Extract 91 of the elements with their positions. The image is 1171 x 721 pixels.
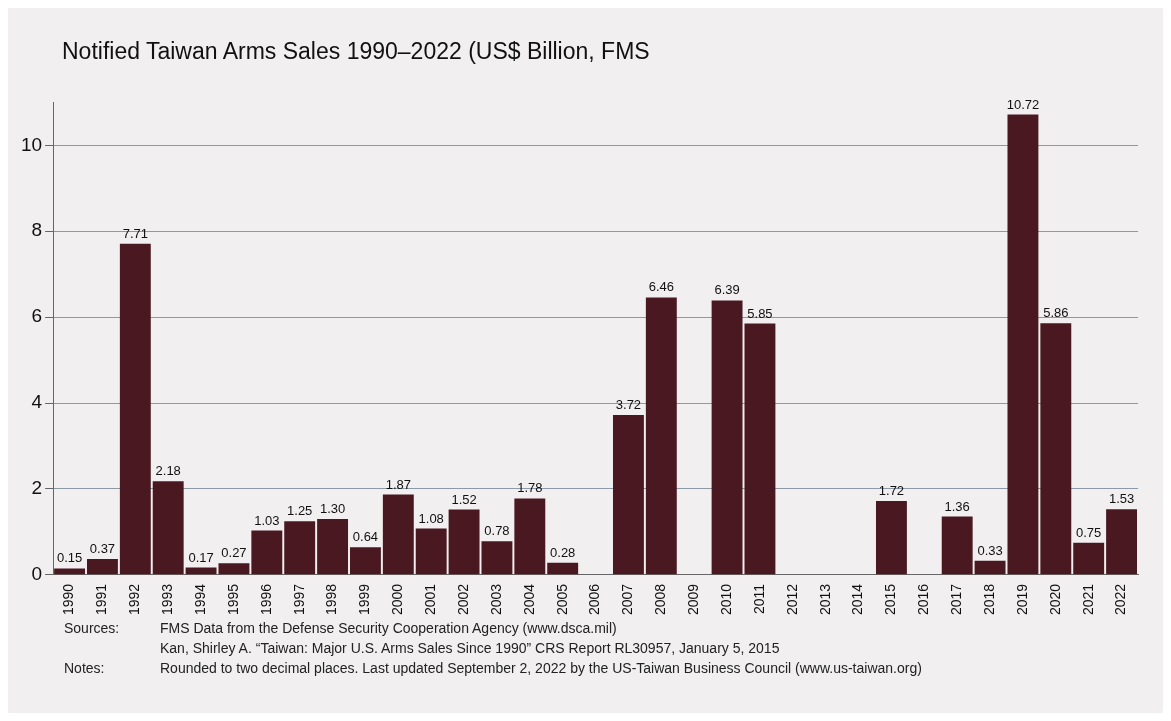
data-label: 1.72 — [878, 483, 905, 499]
data-label: 0.75 — [1076, 524, 1102, 540]
data-label: 0.33 — [977, 542, 1003, 558]
data-label: 0.64 — [352, 529, 379, 545]
bar — [87, 558, 118, 575]
x-tick-label: 1992 — [126, 583, 143, 616]
x-tick-label: 2002 — [454, 583, 471, 616]
data-label: 1.03 — [254, 512, 280, 528]
data-label: 5.86 — [1043, 305, 1069, 321]
x-tick-label: 2019 — [1013, 583, 1030, 616]
data-label: 0.27 — [221, 545, 247, 561]
y-tick-label: 8 — [31, 219, 43, 241]
bar — [382, 494, 414, 575]
x-tick-label: 2006 — [586, 583, 603, 616]
bar — [645, 297, 677, 575]
data-label: 1.25 — [287, 503, 313, 519]
y-tick-label: 2 — [31, 477, 43, 499]
x-tick-label: 2013 — [816, 583, 833, 616]
x-tick-label: 2018 — [980, 583, 997, 616]
x-tick-label: 2011 — [750, 583, 767, 614]
y-tick-label: 4 — [31, 391, 43, 413]
bar — [317, 519, 349, 575]
x-tick-label: 2001 — [422, 583, 439, 616]
bar — [284, 521, 316, 575]
x-tick-label: 2005 — [553, 583, 570, 616]
x-tick-label: 2010 — [717, 583, 734, 616]
data-label: 0.15 — [56, 550, 83, 566]
x-tick-label: 2022 — [1112, 583, 1129, 616]
x-tick-label: 2017 — [948, 583, 965, 616]
x-tick-label: 2020 — [1046, 583, 1063, 616]
data-label: 1.30 — [319, 501, 346, 517]
bar — [612, 415, 644, 575]
bar — [875, 500, 907, 575]
data-label: 1.78 — [517, 480, 543, 496]
x-tick-label: 2004 — [520, 583, 537, 616]
data-label: 3.72 — [615, 397, 642, 413]
bar — [1040, 323, 1072, 575]
text: FMS Data from the Defense Security Cooperation Agency (www.dsca.mil) — [160, 620, 618, 636]
bar — [941, 516, 973, 575]
data-label: 1.52 — [451, 491, 477, 507]
data-label: 1.87 — [385, 476, 411, 492]
data-label: 6.39 — [714, 282, 740, 298]
text: Notes: — [64, 660, 106, 676]
x-tick-label: 2007 — [619, 583, 636, 616]
data-label: 1.08 — [418, 510, 444, 526]
bar — [1073, 542, 1105, 575]
chart-title: Notified Taiwan Arms Sales 1990–2022 (US$ Billion, FMS — [62, 38, 650, 65]
data-label: 0.17 — [188, 549, 214, 565]
data-label: 0.78 — [484, 523, 510, 539]
x-tick-label: 1998 — [323, 583, 340, 616]
bar — [1106, 509, 1138, 575]
x-tick-label: 1991 — [93, 583, 110, 616]
x-tick-label: 1993 — [159, 583, 176, 616]
data-label: 0.28 — [550, 544, 576, 560]
bar — [152, 481, 184, 575]
bar — [251, 530, 283, 575]
bar — [349, 547, 381, 575]
source-note: Sources: — [64, 620, 121, 636]
x-tick-label: 1999 — [356, 583, 373, 616]
x-tick-label: 2016 — [915, 583, 932, 616]
x-tick-label: 1996 — [257, 583, 274, 616]
text: Kan, Shirley A. “Taiwan: Major U.S. Arms Sales Since 1990” CRS Report RL30957, January 5, 2015 — [160, 640, 781, 656]
y-tick-label: 10 — [20, 133, 43, 155]
x-tick-label: 2015 — [882, 583, 899, 616]
data-label: 0.37 — [89, 541, 116, 557]
data-label: 5.85 — [747, 305, 773, 321]
data-label: 1.53 — [1108, 491, 1135, 507]
x-tick-label: 1997 — [290, 583, 307, 616]
bar — [119, 243, 151, 575]
data-label: 1.36 — [944, 498, 970, 514]
x-tick-label: 2012 — [783, 583, 800, 616]
x-tick-label: 2021 — [1079, 583, 1096, 616]
x-tick-label: 1990 — [60, 583, 77, 616]
x-tick-label: 1994 — [191, 583, 208, 616]
bar — [415, 528, 447, 575]
data-label: 2.18 — [155, 463, 181, 479]
data-label: 7.71 — [122, 225, 148, 241]
bar — [54, 568, 86, 575]
x-tick-label: 2014 — [849, 583, 866, 616]
text: Rounded to two decimal places. Last updated September 2, 2022 by the US-Taiwan Business Council (www.us-taiwan.org) — [160, 660, 922, 676]
bar — [514, 498, 546, 575]
y-tick-label: 0 — [31, 563, 43, 585]
x-tick-label: 2003 — [487, 583, 504, 616]
data-label: 6.46 — [648, 279, 674, 295]
data-label: 10.72 — [1006, 96, 1040, 112]
bar — [547, 562, 579, 575]
y-tick-label: 6 — [31, 305, 43, 327]
x-tick-label: 2000 — [389, 583, 406, 616]
x-tick-label: 2009 — [685, 583, 702, 616]
x-tick-label: 2008 — [652, 583, 669, 616]
x-tick-label: 1995 — [224, 583, 241, 616]
